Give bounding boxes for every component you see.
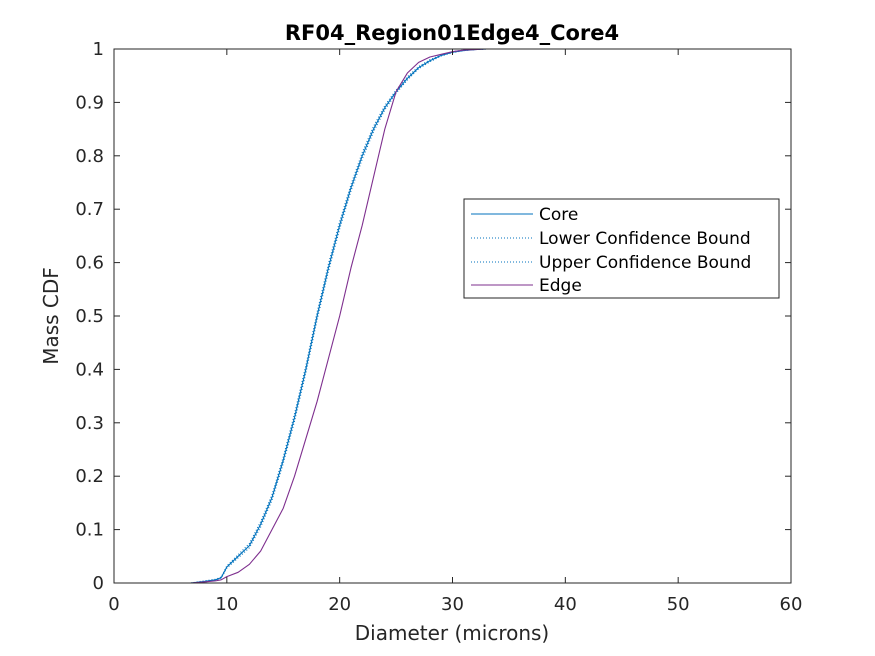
legend-label-upper-bound: Upper Confidence Bound xyxy=(539,253,751,273)
y-tick-label: 0.1 xyxy=(75,520,104,541)
y-axis-title: Mass CDF xyxy=(39,267,63,365)
plot-area xyxy=(114,49,791,583)
legend-label-edge: Edge xyxy=(539,276,582,296)
x-tick-label: 50 xyxy=(667,594,690,615)
y-tick-label: 0 xyxy=(93,573,104,594)
x-tick-label: 10 xyxy=(215,594,238,615)
x-tick-label: 40 xyxy=(554,594,577,615)
x-tick-label: 60 xyxy=(780,594,803,615)
ticks-layer xyxy=(113,48,792,584)
y-tick-label: 0.3 xyxy=(75,413,104,434)
y-tick-label: 1 xyxy=(93,39,104,60)
y-tick-label: 0.9 xyxy=(75,92,104,113)
y-tick-label: 0.6 xyxy=(75,253,104,274)
legend-label-core: Core xyxy=(539,205,578,225)
y-tick-label: 0.2 xyxy=(75,466,104,487)
legend: Core Lower Confidence Bound Upper Confid… xyxy=(463,198,780,299)
x-tick-label: 20 xyxy=(328,594,351,615)
tick-labels-layer: 0 10 20 30 40 50 60 0 0.1 0.2 0.3 0.4 0.5 0.6 0.7 0.8 0.… xyxy=(75,39,802,615)
x-tick-label: 0 xyxy=(108,594,119,615)
y-tick-label: 0.4 xyxy=(75,359,104,380)
legend-box xyxy=(463,198,780,299)
chart-title: RF04_Region01Edge4_Core4 xyxy=(285,21,619,45)
y-tick-label: 0.7 xyxy=(75,199,104,220)
y-tick-label: 0.8 xyxy=(75,146,104,167)
x-tick-label: 30 xyxy=(441,594,464,615)
y-tick-label: 0.5 xyxy=(75,306,104,327)
x-axis-title: Diameter (microns) xyxy=(355,621,549,645)
legend-label-lower-bound: Lower Confidence Bound xyxy=(539,229,751,249)
